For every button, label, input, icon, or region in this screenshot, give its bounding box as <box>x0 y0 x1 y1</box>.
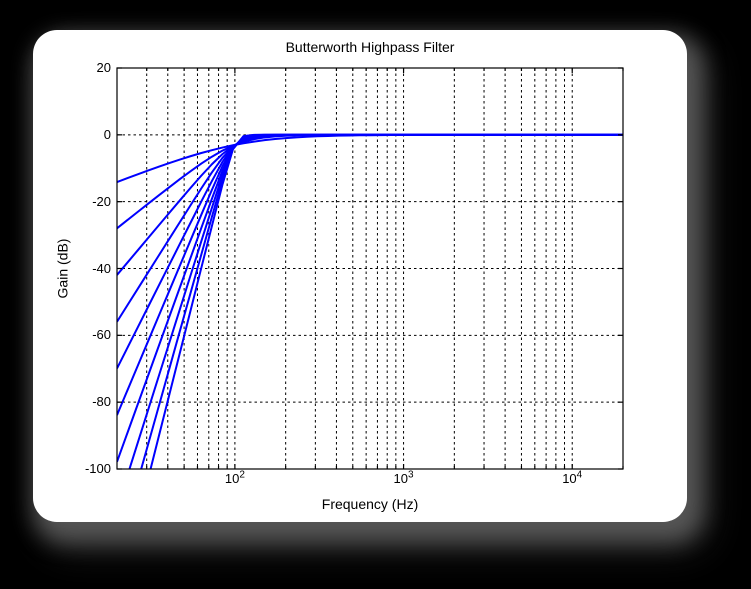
curve-order-8 <box>128 133 623 469</box>
x-tick-label: 102 <box>224 469 245 486</box>
y-tick-label: -40 <box>92 260 111 276</box>
curve-order-6 <box>117 133 623 416</box>
x-axis-label: Frequency (Hz) <box>321 496 419 512</box>
x-tick-label: 104 <box>562 469 583 486</box>
curve-order-9 <box>140 133 623 469</box>
plot-canvas <box>116 67 624 470</box>
curve-order-4 <box>117 133 623 323</box>
x-tick-label: 103 <box>393 469 414 486</box>
curve-order-2 <box>117 133 623 230</box>
figure-window: Butterworth Highpass Filter Gain (dB) Fr… <box>33 30 687 522</box>
y-tick-label: 0 <box>103 126 111 142</box>
chart-title: Butterworth Highpass Filter <box>285 39 455 55</box>
y-tick-label: 20 <box>96 60 111 75</box>
y-tick-label: -80 <box>92 394 111 410</box>
y-tick-label: -100 <box>84 461 111 476</box>
curves-group <box>117 133 623 469</box>
curve-order-10 <box>149 133 623 469</box>
y-tick-label: -60 <box>92 327 111 343</box>
curve-order-1 <box>117 133 623 184</box>
y-tick-label: -20 <box>92 193 111 209</box>
